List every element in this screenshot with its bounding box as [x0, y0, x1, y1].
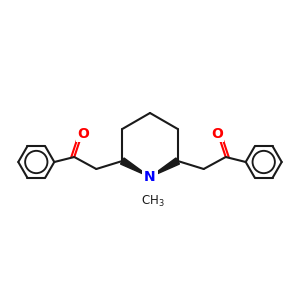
Polygon shape: [121, 158, 150, 177]
Text: O: O: [77, 127, 89, 141]
Text: N: N: [144, 170, 156, 184]
Text: O: O: [211, 127, 223, 141]
Text: CH$_3$: CH$_3$: [141, 194, 165, 209]
Polygon shape: [150, 158, 179, 177]
